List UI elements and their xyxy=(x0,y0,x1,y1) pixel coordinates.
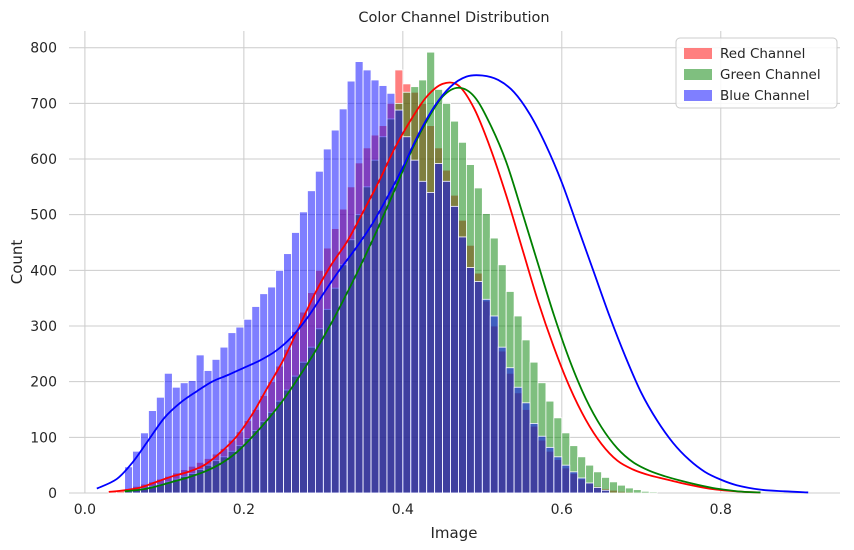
y-tick-label: 0 xyxy=(48,486,57,502)
y-tick-label: 300 xyxy=(30,319,57,335)
blue-channel-bar xyxy=(545,446,555,494)
blue-channel-bar xyxy=(466,267,475,494)
legend-swatch-blue-channel xyxy=(684,90,712,101)
blue-channel-bar xyxy=(489,315,499,494)
green-channel-bar xyxy=(640,490,650,494)
green-channel-bar xyxy=(624,487,634,494)
blue-channel-bar xyxy=(569,471,579,494)
blue-channel-bar xyxy=(322,148,332,494)
blue-channel-bar xyxy=(163,372,173,494)
blue-channel-bar xyxy=(267,286,277,494)
x-tick-label: 0.0 xyxy=(74,502,96,518)
blue-channel-bar xyxy=(394,109,404,494)
blue-channel-bar xyxy=(601,489,610,494)
x-tick-label: 0.6 xyxy=(551,502,573,518)
blue-channel-bar xyxy=(370,79,380,494)
blue-channel-bar xyxy=(553,456,563,494)
blue-channel-bar xyxy=(450,205,459,494)
blue-channel-bar xyxy=(148,410,157,494)
green-channel-bar xyxy=(609,481,618,494)
green-channel-bar xyxy=(617,484,626,494)
blue-channel-bar xyxy=(275,269,285,494)
blue-channel-bar xyxy=(497,346,507,494)
blue-channel-bar xyxy=(529,423,539,494)
ticks-layer: 0 100 200 300 400 500 600 700 800 0.0 0.2 0.4 0.6 0.8 xyxy=(30,41,732,518)
blue-channel-bar xyxy=(307,190,316,494)
blue-channel-bar xyxy=(577,477,587,494)
legend-box xyxy=(675,37,838,109)
blue-channel-bar xyxy=(513,386,523,494)
blue-channel-bar xyxy=(378,85,388,494)
y-tick-label: 600 xyxy=(30,152,57,168)
bars-layer xyxy=(108,51,658,494)
legend-swatch-red-channel xyxy=(684,48,712,59)
y-tick-label: 200 xyxy=(30,375,57,391)
y-tick-label: 700 xyxy=(30,96,57,112)
blue-channel-bar xyxy=(410,159,420,494)
blue-channel-bar xyxy=(227,332,237,494)
x-tick-label: 0.2 xyxy=(233,502,255,518)
blue-channel-bar xyxy=(537,435,547,494)
blue-channel-bar xyxy=(291,232,300,494)
x-tick-label: 0.8 xyxy=(710,502,732,518)
blue-channel-bar xyxy=(354,61,364,494)
blue-channel-bar xyxy=(418,180,428,494)
blue-channel-bar xyxy=(235,326,245,494)
blue-channel-bar xyxy=(426,192,436,494)
blue-channel-bar xyxy=(434,163,443,494)
kde-layer xyxy=(96,74,809,494)
blue-channel-bar xyxy=(593,487,602,494)
y-tick-label: 800 xyxy=(30,41,57,57)
x-tick-label: 0.4 xyxy=(392,502,414,518)
blue-channel-bar xyxy=(299,211,308,494)
blue-channel-bar xyxy=(505,367,515,494)
blue-channel-kde-line xyxy=(96,74,809,494)
blue-channel-bar xyxy=(481,298,491,494)
blue-channel-bar xyxy=(362,69,372,494)
legend-label-green-channel: Green Channel xyxy=(720,67,821,83)
y-tick-label: 400 xyxy=(30,263,57,279)
blue-channel-bar xyxy=(251,306,261,494)
blue-channel-bar xyxy=(442,180,451,494)
legend-label-blue-channel: Blue Channel xyxy=(720,88,810,104)
green-channel-bar xyxy=(632,489,642,494)
legend: Red Channel Green Channel Blue Channel xyxy=(675,37,838,109)
blue-channel-bar xyxy=(346,80,356,494)
blue-channel-bar xyxy=(243,318,253,494)
blue-channel-bar xyxy=(402,136,412,494)
red-channel-kde-line xyxy=(108,81,761,494)
blue-channel-bar xyxy=(386,92,396,494)
blue-channel-bar xyxy=(561,464,571,494)
blue-channel-bar xyxy=(521,402,531,494)
blue-channel-bar xyxy=(315,170,324,494)
blue-channel-bar xyxy=(219,346,229,494)
legend-swatch-green-channel xyxy=(684,69,712,80)
chart-title: Color Channel Distribution xyxy=(358,10,549,26)
green-channel-bar xyxy=(648,491,658,494)
blue-channel-bar xyxy=(585,482,594,494)
legend-label-red-channel: Red Channel xyxy=(720,46,805,62)
blue-channel-bar xyxy=(458,236,467,494)
y-axis-label: Count xyxy=(8,240,26,285)
x-axis-label: Image xyxy=(431,524,478,542)
y-tick-label: 500 xyxy=(30,208,57,224)
blue-channel-bar xyxy=(283,253,292,494)
blue-channel-bar xyxy=(473,281,483,494)
y-tick-label: 100 xyxy=(30,430,57,446)
blue-channel-bar xyxy=(203,370,213,494)
